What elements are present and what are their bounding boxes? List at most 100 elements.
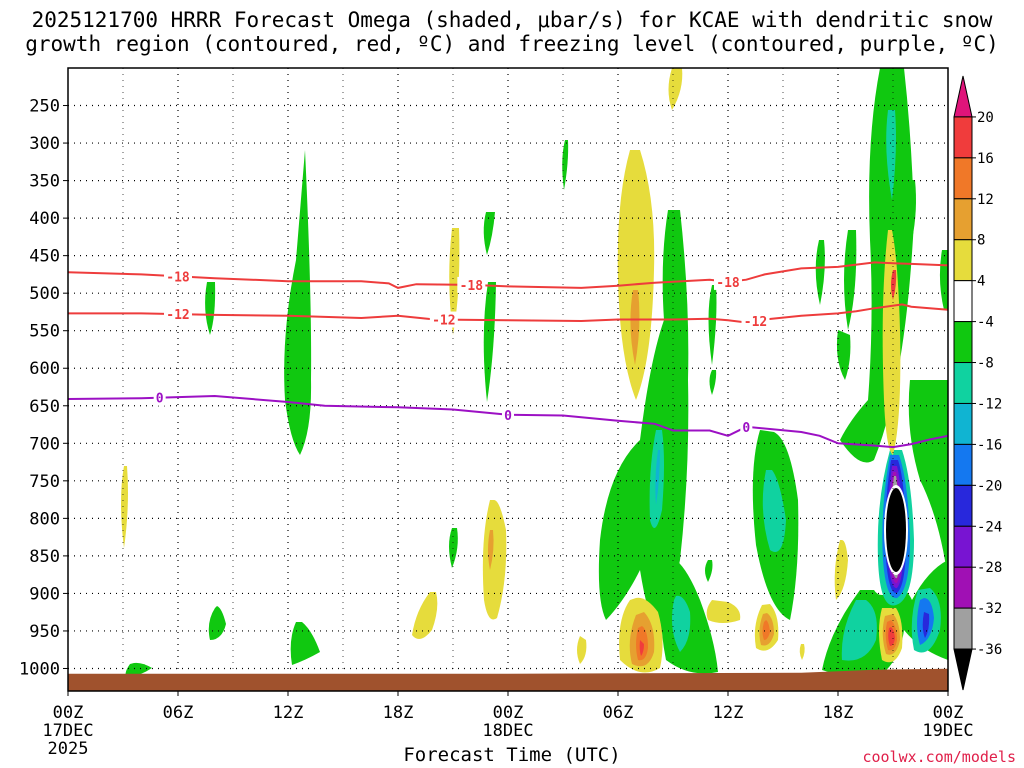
omega-area xyxy=(836,330,851,380)
y-tick-label: 500 xyxy=(29,284,60,304)
x-tick-label: 18Z xyxy=(823,703,854,723)
ground-fill xyxy=(68,668,948,691)
y-tick-label: 850 xyxy=(29,547,60,567)
omega-area xyxy=(841,600,877,661)
x-tick-label: 18Z xyxy=(383,703,414,723)
chart-title-line2: growth region (contoured, red, ºC) and f… xyxy=(25,32,999,56)
omega-area xyxy=(906,180,916,240)
y-tick-label: 800 xyxy=(29,509,60,529)
isotherm-label-bg xyxy=(457,276,486,293)
plot-background xyxy=(68,68,948,691)
y-tick-label: 550 xyxy=(29,322,60,342)
omega-area xyxy=(672,595,691,652)
omega-area xyxy=(922,612,930,638)
isotherm-label: -18 xyxy=(460,279,484,294)
omega-area xyxy=(577,636,587,664)
credit-link[interactable]: coolwx.com/models xyxy=(862,748,1016,766)
colorbar-swatch xyxy=(953,566,973,609)
omega-area xyxy=(290,622,320,665)
colorbar-swatch xyxy=(953,75,973,118)
omega-area xyxy=(762,470,786,552)
isotherm-line xyxy=(68,303,949,324)
omega-area xyxy=(908,380,948,580)
omega-area xyxy=(617,150,655,400)
isotherm-label: -12 xyxy=(432,314,455,329)
colorbar-label: -8 xyxy=(977,356,994,372)
chart-title-line1: 2025121700 HRRR Forecast Omega (shaded, … xyxy=(31,8,993,32)
colorbar-label: -28 xyxy=(977,560,1002,576)
colorbar-label: -36 xyxy=(977,642,1002,658)
x-tick-label: 06Z xyxy=(603,703,634,723)
omega-area xyxy=(762,620,770,640)
x-tick-label: 00Z xyxy=(493,703,524,723)
omega-area xyxy=(708,285,717,365)
isotherm-label-bg xyxy=(740,418,753,435)
omega-area xyxy=(284,150,312,455)
x-tick-date: 19DEC xyxy=(922,721,973,741)
isotherm-label-bg xyxy=(164,306,192,323)
x-tick-date: 17DEC xyxy=(42,721,93,741)
x-tick-year: 2025 xyxy=(48,739,89,759)
isotherm-label-bg xyxy=(502,406,514,423)
omega-area xyxy=(483,212,495,255)
omega-area xyxy=(412,592,438,639)
colorbar-swatch xyxy=(953,525,973,568)
colorbar-label: -32 xyxy=(977,601,1002,617)
colorbar-swatch xyxy=(953,443,973,486)
y-tick-label: 700 xyxy=(29,434,60,454)
colorbar-label: -12 xyxy=(977,396,1002,412)
omega-area xyxy=(205,282,216,335)
colorbar-label: 12 xyxy=(977,192,994,208)
omega-area xyxy=(668,68,683,110)
omega-area xyxy=(598,210,689,640)
omega-area xyxy=(891,270,897,300)
colorbar-label: -24 xyxy=(977,519,1002,535)
omega-area xyxy=(449,228,460,335)
colorbar-swatch xyxy=(953,280,973,323)
omega-area xyxy=(709,370,717,395)
colorbar-label: -16 xyxy=(977,437,1002,453)
isotherm-label-bg xyxy=(741,312,770,329)
x-tick-label: 00Z xyxy=(933,703,964,723)
colorbar: 20 16 12 8 4 -4 -8 -12 -16 -20 -24 -28 -32 -36 xyxy=(953,75,1002,691)
y-tick-label: 400 xyxy=(29,209,60,229)
colorbar-swatch xyxy=(953,402,973,445)
colorbar-label: 4 xyxy=(977,274,985,290)
isotherm-label: -18 xyxy=(716,276,740,291)
colorbar-swatch xyxy=(953,198,973,241)
y-tick-label: 450 xyxy=(29,247,60,267)
omega-area xyxy=(705,560,713,582)
x-tick-label: 12Z xyxy=(273,703,304,723)
y-tick-label: 350 xyxy=(29,172,60,192)
isotherm-label-bg xyxy=(153,389,166,406)
colorbar-label: 20 xyxy=(977,110,994,126)
colorbar-swatch xyxy=(953,362,973,404)
y-tick-label: 250 xyxy=(29,97,60,117)
colorbar-swatch xyxy=(953,321,973,364)
x-tick-date: 18DEC xyxy=(482,721,533,741)
isotherm-label: -12 xyxy=(744,315,767,330)
omega-area xyxy=(488,530,494,570)
omega-area xyxy=(208,606,226,640)
x-tick-label: 00Z xyxy=(53,703,84,723)
isotherm-label: -18 xyxy=(166,270,190,285)
omega-area xyxy=(655,450,660,505)
y-tick-label: 950 xyxy=(29,622,60,642)
y-tick-label: 1000 xyxy=(19,659,60,679)
omega-area xyxy=(630,290,640,365)
omega-area xyxy=(562,140,569,190)
omega-area xyxy=(121,466,128,548)
colorbar-swatch xyxy=(953,116,973,159)
y-tick-label: 650 xyxy=(29,397,60,417)
isotherm-label: 0 xyxy=(156,392,164,407)
omega-area xyxy=(844,230,857,330)
colorbar-label: 16 xyxy=(977,151,994,167)
omega-area xyxy=(799,644,805,660)
omega-area xyxy=(706,600,741,623)
isotherm-contours: -18 -18 -18 -12 -12 -12 0 0 0 xyxy=(67,261,949,449)
omega-area xyxy=(886,110,896,200)
ground-layer xyxy=(68,668,948,691)
x-tick-label: 06Z xyxy=(163,703,194,723)
omega-area xyxy=(483,282,496,402)
